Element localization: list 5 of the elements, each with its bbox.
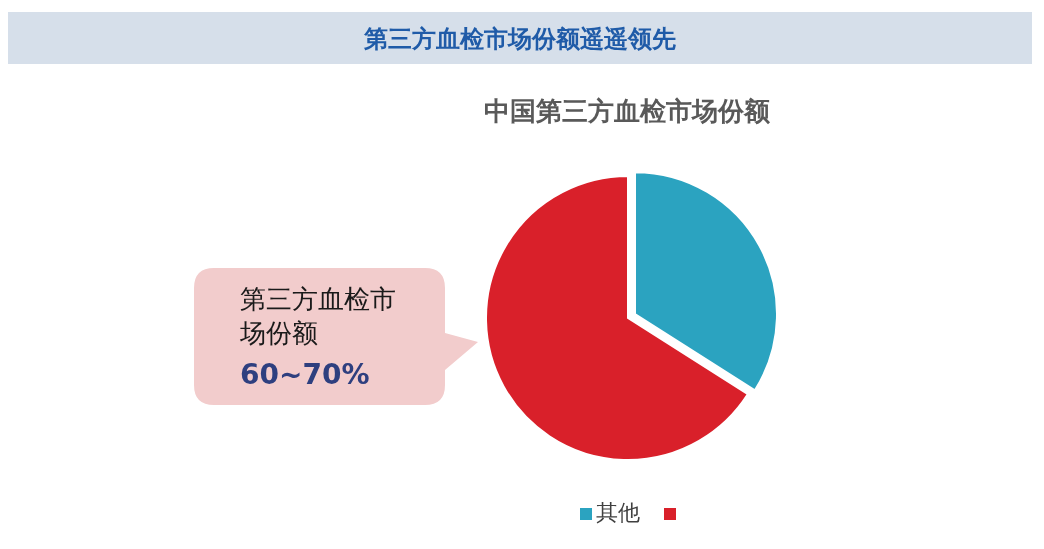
chart-subtitle: 中国第三方血检市场份额	[484, 96, 771, 126]
legend-label: 其他	[596, 500, 640, 525]
text: 60~70%	[240, 358, 370, 391]
chart-title: 第三方血检市场份额遥遥领先	[363, 25, 676, 53]
text: 第三方血检市场份额	[239, 284, 396, 348]
